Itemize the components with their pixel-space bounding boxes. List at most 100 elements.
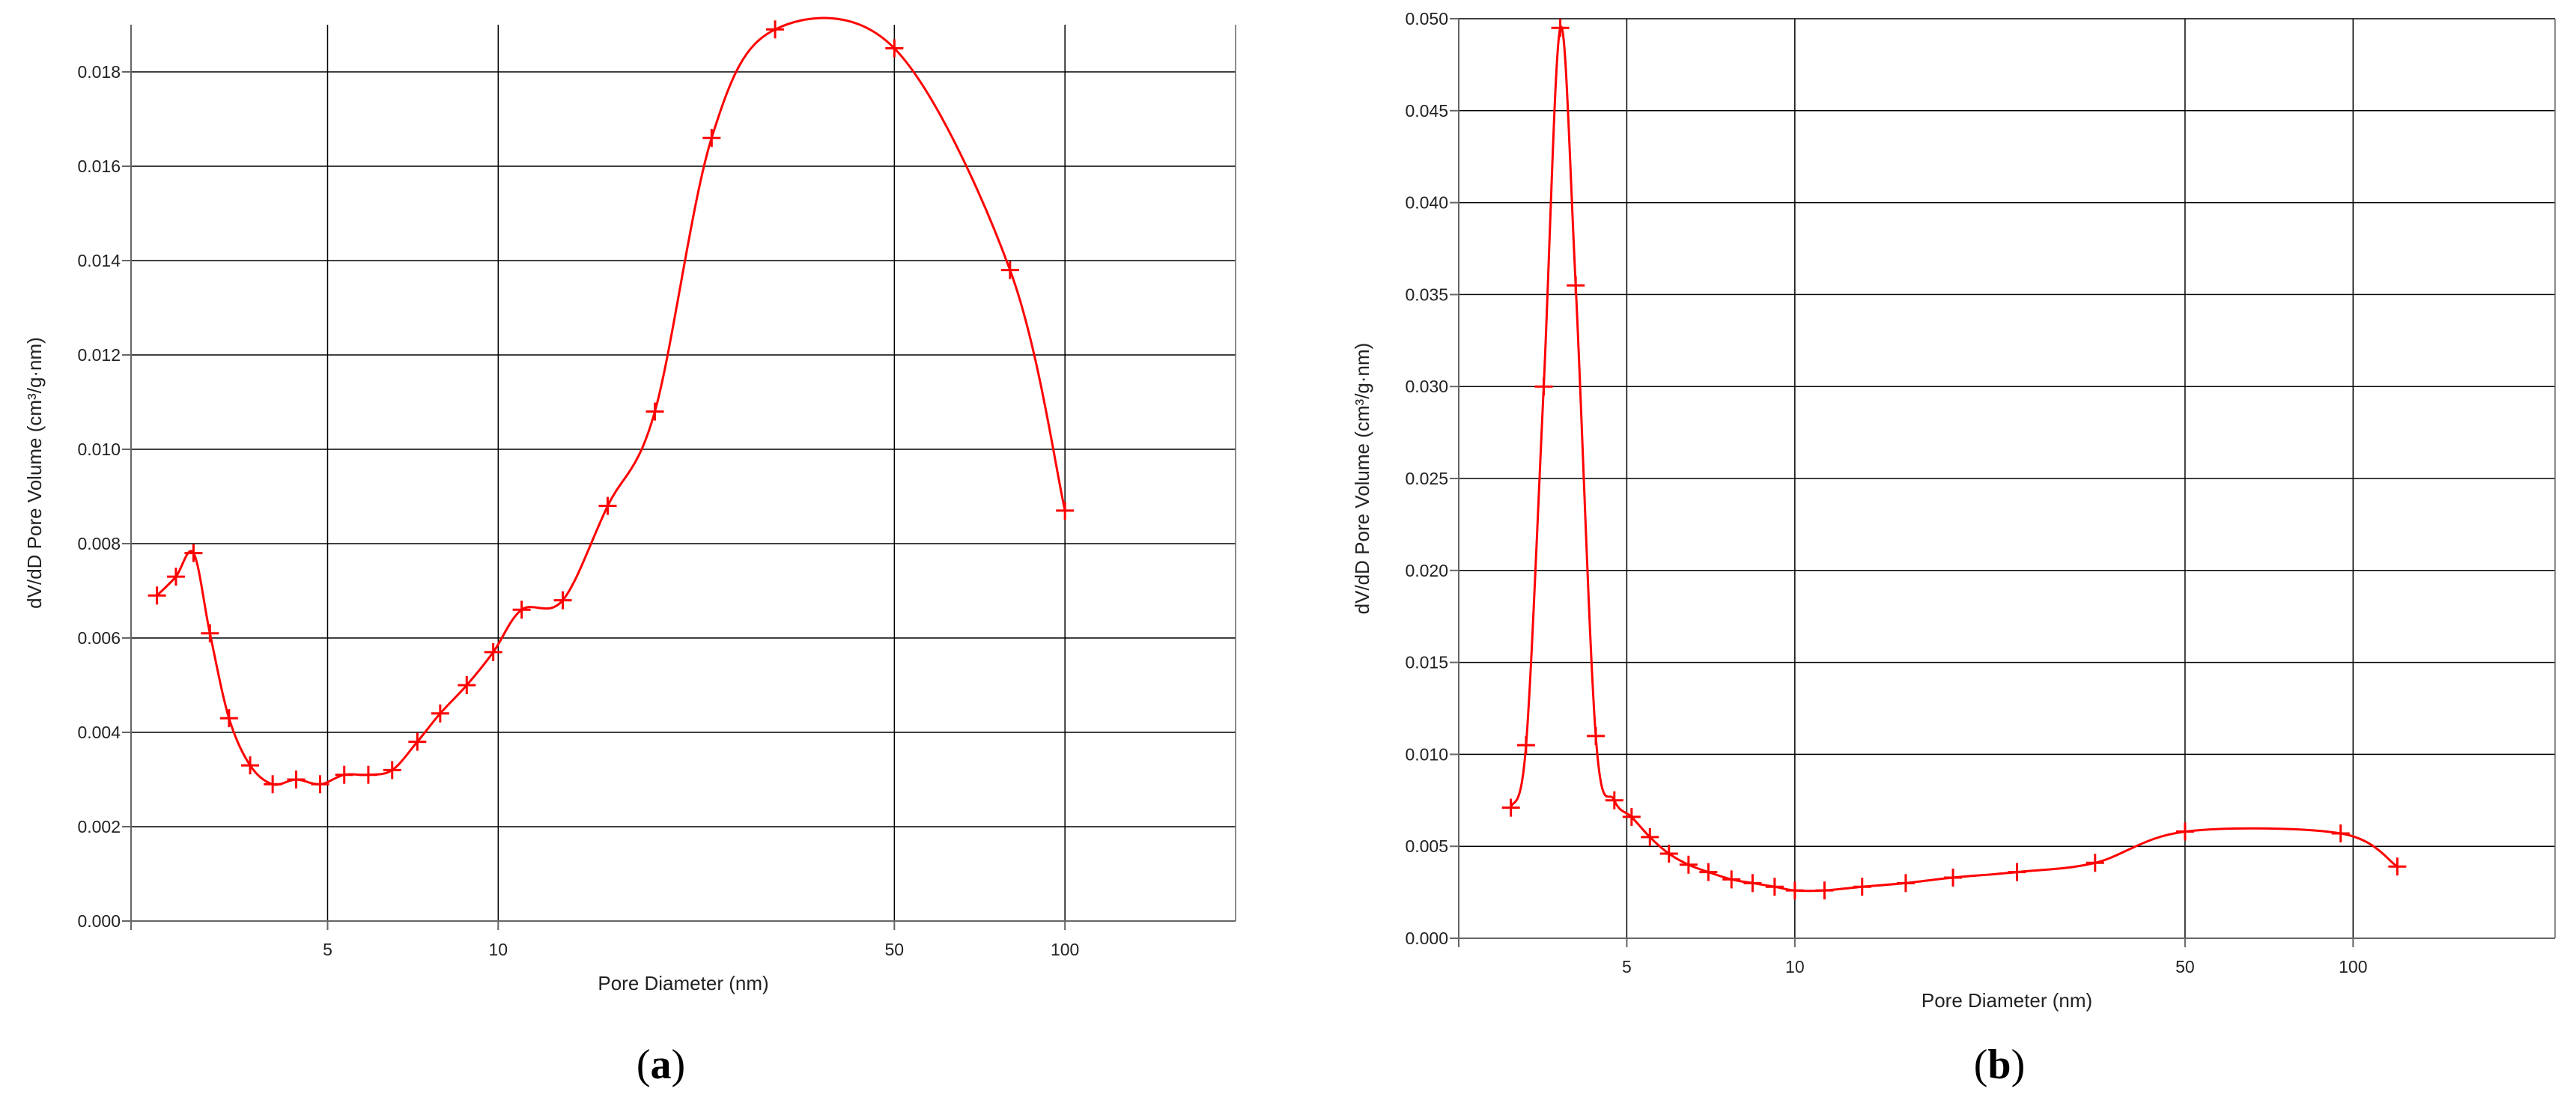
panel-a-data-point (383, 761, 401, 780)
panel-a-data-point (201, 624, 219, 642)
panel-b-data-point (1567, 276, 1585, 295)
panel-a-data-point (219, 709, 238, 728)
panel-a-y-tick-label: 0.002 (77, 817, 121, 836)
panel-b-label: (b) (1974, 1042, 2025, 1088)
panel-a-data-point (512, 601, 531, 619)
panel-b-series-line (1510, 25, 2399, 893)
panel-a-data-point (166, 568, 185, 586)
panel-b-data-point (1534, 377, 1553, 396)
panel-a-y-tick-label: 0.000 (77, 911, 121, 931)
panel-a-y-tick-label: 0.012 (77, 345, 121, 365)
panel-b-data-point (1659, 845, 1678, 863)
panel-a-x-tick-label: 10 (489, 940, 508, 959)
panel-b-data-point (2086, 854, 2104, 872)
panel-b-data-point (1622, 807, 1641, 826)
panel-a-data-point (359, 765, 377, 784)
panel-b-ylabel: dV/dD Pore Volume (cm³/g·nm) (1351, 343, 1373, 615)
panel-a-markers (148, 20, 1075, 794)
panel-a-x-tick-label: 5 (323, 940, 332, 959)
panel-b-data-point (2008, 863, 2026, 881)
panel-a-data-point (148, 586, 166, 605)
panel-b-y-tick-label: 0.010 (1405, 744, 1448, 764)
panel-b-data-point (1641, 827, 1659, 846)
panel-a-y-tick-label: 0.016 (77, 157, 121, 176)
panel-b-y-tick-labels: 0.000 0.005 0.010 0.015 0.020 0.025 0.030 0.035… (1405, 9, 1448, 948)
panel-b-y-tick-label: 0.005 (1405, 836, 1448, 856)
panel-a-data-point (264, 775, 282, 794)
panel-b-data-point (1896, 874, 1915, 893)
panel-a-grid (131, 25, 1236, 922)
panel-b-data-point (1944, 868, 1963, 887)
panel-b-data-point (1699, 863, 1718, 881)
panel-b-x-tick-label: 10 (1785, 957, 1805, 976)
panel-b-y-tick-label: 0.025 (1405, 469, 1448, 488)
panel-b-y-tick-label: 0.045 (1405, 101, 1448, 121)
panel-b-xlabel: Pore Diameter (nm) (1922, 989, 2092, 1012)
panel-a-x-tick-label: 100 (1051, 940, 1079, 959)
panel-a-data-point (702, 129, 721, 148)
panel-b-y-tick-label: 0.030 (1405, 377, 1448, 396)
panel-b-data-point (1785, 881, 1804, 900)
panel-a-axes (122, 25, 1236, 930)
panel-a-y-tick-label: 0.006 (77, 628, 121, 648)
panel-a-data-point (184, 544, 203, 562)
panel-a-data-point (311, 775, 329, 794)
panel-a-y-tick-labels: 0.000 0.002 0.004 0.006 0.008 0.010 0.012 0.014… (77, 62, 121, 931)
panel-b: 0.000 0.005 0.010 0.015 0.020 0.025 0.030 0.035… (1351, 9, 2556, 1088)
panel-a-x-tick-label: 50 (885, 940, 905, 959)
panel-a-data-point (431, 704, 449, 723)
panel-b-data-point (1587, 726, 1606, 745)
panel-b-data-point (1679, 855, 1698, 874)
panel-a-ylabel: dV/dD Pore Volume (cm³/g·nm) (23, 337, 46, 609)
panel-a-data-point (598, 496, 617, 515)
panel-a-data-point (1000, 261, 1019, 279)
panel-a-label: (a) (637, 1042, 685, 1088)
panel-b-x-tick-label: 100 (2339, 957, 2367, 976)
panel-b-axes (1450, 18, 2556, 947)
panel-b-x-tick-label: 50 (2175, 957, 2195, 976)
panel-b-markers (1501, 19, 2407, 900)
panel-b-x-tick-label: 5 (1622, 957, 1632, 976)
panel-b-y-tick-label: 0.020 (1405, 561, 1448, 580)
panel-a-data-point (645, 402, 664, 421)
panel-a-data-point (484, 642, 502, 661)
panel-a-data-point (335, 765, 353, 784)
panel-b-y-tick-label: 0.035 (1405, 285, 1448, 304)
panel-b-data-point (1743, 874, 1762, 893)
panel-b-grid (1459, 18, 2555, 939)
panel-a-data-point (241, 756, 260, 775)
panel-a-xlabel: Pore Diameter (nm) (598, 972, 768, 994)
panel-b-data-point (1516, 736, 1535, 755)
panel-a-series-line (156, 16, 1066, 786)
panel-b-y-tick-label: 0.015 (1405, 653, 1448, 672)
panel-b-y-tick-label: 0.040 (1405, 193, 1448, 213)
panel-b-data-point (1605, 791, 1623, 809)
panel-b-data-point (1765, 878, 1784, 896)
panel-a-y-tick-label: 0.008 (77, 534, 121, 553)
panel-a: 0.000 0.002 0.004 0.006 0.008 0.010 0.012 0.014… (23, 16, 1236, 1088)
panel-a-y-tick-label: 0.010 (77, 440, 121, 459)
panel-a-data-point (885, 39, 904, 58)
panel-a-y-tick-label: 0.014 (77, 251, 121, 270)
panel-b-data-point (1853, 878, 1871, 896)
panel-b-data-point (2388, 857, 2407, 876)
panel-b-data-point (1551, 19, 1570, 37)
panel-b-data-point (1815, 881, 1834, 900)
panel-a-data-point (553, 591, 572, 610)
panel-a-data-point (408, 732, 427, 751)
panel-a-data-point (1056, 501, 1075, 520)
panel-a-y-tick-label: 0.004 (77, 723, 121, 742)
panel-a-data-point (458, 676, 476, 694)
panel-a-y-tick-label: 0.018 (77, 62, 121, 82)
panel-b-x-tick-labels: 5 10 50 100 (1622, 957, 2368, 976)
panel-b-data-point (2175, 822, 2194, 841)
panel-b-data-point (1722, 870, 1741, 889)
panel-b-data-point (1501, 798, 1520, 817)
panel-a-data-point (766, 20, 785, 39)
panel-b-data-point (2331, 824, 2350, 843)
panel-a-x-tick-labels: 5 10 50 100 (323, 940, 1079, 959)
panel-b-y-tick-label: 0.000 (1405, 929, 1448, 948)
panel-b-y-tick-label: 0.050 (1405, 9, 1448, 28)
panel-a-data-point (287, 771, 306, 788)
